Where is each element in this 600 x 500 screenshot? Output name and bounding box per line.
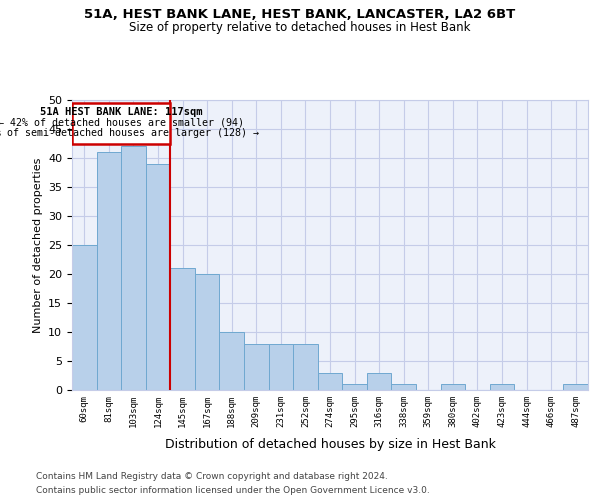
Text: 58% of semi-detached houses are larger (128) →: 58% of semi-detached houses are larger (… — [0, 128, 259, 138]
Bar — [440, 384, 465, 390]
Y-axis label: Number of detached properties: Number of detached properties — [32, 158, 43, 332]
Bar — [97, 152, 121, 390]
Bar — [342, 384, 367, 390]
Bar — [367, 372, 391, 390]
Text: Contains HM Land Registry data © Crown copyright and database right 2024.: Contains HM Land Registry data © Crown c… — [36, 472, 388, 481]
Text: Contains public sector information licensed under the Open Government Licence v3: Contains public sector information licen… — [36, 486, 430, 495]
X-axis label: Distribution of detached houses by size in Hest Bank: Distribution of detached houses by size … — [164, 438, 496, 451]
Text: ← 42% of detached houses are smaller (94): ← 42% of detached houses are smaller (94… — [0, 118, 244, 128]
Bar — [490, 384, 514, 390]
Bar — [391, 384, 416, 390]
Bar — [244, 344, 269, 390]
Bar — [563, 384, 588, 390]
Text: 51A HEST BANK LANE: 117sqm: 51A HEST BANK LANE: 117sqm — [40, 107, 202, 117]
Bar — [121, 146, 146, 390]
Bar — [72, 245, 97, 390]
Text: Size of property relative to detached houses in Hest Bank: Size of property relative to detached ho… — [129, 21, 471, 34]
Bar — [318, 372, 342, 390]
FancyBboxPatch shape — [72, 103, 170, 144]
Bar — [146, 164, 170, 390]
Bar — [269, 344, 293, 390]
Text: 51A, HEST BANK LANE, HEST BANK, LANCASTER, LA2 6BT: 51A, HEST BANK LANE, HEST BANK, LANCASTE… — [85, 8, 515, 20]
Bar — [195, 274, 220, 390]
Bar — [170, 268, 195, 390]
Bar — [220, 332, 244, 390]
Bar — [293, 344, 318, 390]
